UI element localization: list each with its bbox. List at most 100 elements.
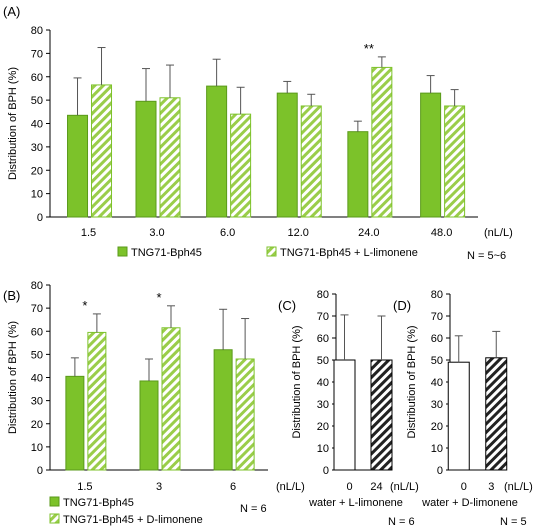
x-tick-label: 1.5 (81, 227, 96, 239)
bar (135, 100, 157, 218)
y-tick-label: 70 (31, 48, 43, 60)
x-tick-label: 3.0 (149, 227, 164, 239)
y-tick-label: 70 (431, 311, 443, 323)
x-tick-label: 3 (156, 481, 162, 493)
y-tick-label: 50 (317, 355, 329, 367)
significance-marker: ** (364, 41, 374, 56)
panel-label: (B) (3, 288, 20, 303)
bar (65, 375, 85, 471)
bar (444, 105, 466, 218)
y-tick-label: 80 (431, 289, 443, 301)
chart-panel-1: (A) Distribution of BPH (%) 0 10 20 30 40 50 60 7… (3, 4, 513, 262)
y-tick-label: 10 (31, 442, 43, 454)
x-tick-label: 6 (230, 481, 236, 493)
y-tick-label: 20 (31, 419, 43, 431)
bar (67, 114, 89, 218)
x-tick-label: 6.0 (220, 227, 235, 239)
y-tick-label: 50 (431, 355, 443, 367)
y-tick-label: 30 (31, 396, 43, 408)
x-tick-label: 48.0 (431, 227, 452, 239)
y-tick-label: 60 (31, 72, 43, 84)
y-axis-label: Distribution of BPH (%) (7, 67, 19, 180)
y-tick-label: 30 (431, 399, 443, 411)
y-tick-label: 40 (317, 377, 329, 389)
bar (347, 131, 369, 218)
y-tick-label: 40 (31, 373, 43, 385)
x-tick-label: 24 (370, 481, 382, 493)
y-axis-label: Distribution of BPH (%) (406, 325, 418, 438)
y-tick-label: 20 (431, 421, 443, 433)
bar (230, 113, 252, 218)
panel-label: (D) (393, 298, 411, 313)
y-tick-label: 70 (31, 303, 43, 315)
bar (159, 97, 181, 218)
y-tick-label: 80 (31, 25, 43, 37)
y-tick-label: 40 (31, 119, 43, 131)
y-tick-label: 80 (317, 289, 329, 301)
legend-label: TNG71-Bph45 + D-limonene (63, 514, 203, 526)
y-axis-label: Distribution of BPH (%) (291, 325, 303, 438)
sample-size-note: N = 6 (388, 516, 415, 528)
y-tick-label: 60 (431, 333, 443, 345)
y-tick-label: 10 (317, 443, 329, 455)
bar (333, 359, 356, 471)
bar (235, 358, 255, 471)
legend-label: TNG71-Bph45 + L-limonene (280, 247, 418, 259)
x-axis-label: water + L-limonene (308, 497, 403, 509)
legend-label: TNG71-Bph45 (131, 247, 202, 259)
sample-size-note: N = 5 (500, 516, 527, 528)
legend-label: TNG71-Bph45 (63, 497, 134, 509)
x-tick-label: 12.0 (288, 227, 309, 239)
y-tick-label: 10 (31, 189, 43, 201)
y-tick-label: 20 (31, 165, 43, 177)
y-tick-label: 60 (317, 333, 329, 345)
y-tick-label: 70 (317, 311, 329, 323)
bar (206, 85, 228, 218)
panel-label: (A) (3, 4, 20, 19)
x-unit-label: (nL/L) (484, 227, 513, 239)
bar (276, 92, 298, 218)
y-tick-label: 60 (31, 326, 43, 338)
x-tick-label: 3 (488, 481, 494, 493)
legend-swatch (49, 513, 60, 524)
y-tick-label: 0 (37, 465, 43, 477)
chart-panel-4: (D)Distribution of BPH (%)01020304050607… (393, 289, 533, 528)
chart-panel-2: (B) Distribution of BPH (%) 0 10 20 30 40 50 60 7… (3, 280, 305, 526)
bar (139, 380, 159, 471)
y-axis-label: Distribution of BPH (%) (7, 321, 19, 434)
x-axis-label: water + D-limonene (421, 497, 518, 509)
sample-size-note: N = 5~6 (467, 250, 506, 262)
significance-marker: * (82, 298, 87, 313)
bar (420, 92, 442, 218)
significance-marker: * (156, 290, 161, 305)
x-unit-label: (nL/L) (390, 481, 419, 493)
sample-size-note: N = 6 (240, 503, 267, 515)
bar (91, 84, 113, 218)
bar (370, 359, 393, 471)
y-tick-label: 40 (431, 377, 443, 389)
chart-panel-3: (C) Distribution of BPH (%) 0 10 20 30 40 50 60 7… (278, 289, 419, 528)
y-tick-label: 10 (431, 443, 443, 455)
bar (371, 66, 393, 218)
x-tick-label: 0 (346, 481, 352, 493)
y-tick-label: 50 (31, 95, 43, 107)
bar (213, 349, 233, 471)
x-tick-label: 0 (461, 481, 467, 493)
y-tick-label: 30 (31, 142, 43, 154)
bar (447, 361, 470, 471)
panel-label: (C) (278, 298, 296, 313)
bar (300, 105, 322, 218)
y-tick-label: 20 (317, 421, 329, 433)
y-tick-label: 80 (31, 280, 43, 292)
legend-swatch (266, 246, 277, 257)
legend-swatch (49, 496, 60, 507)
legend-swatch (117, 246, 128, 257)
y-tick-label: 50 (31, 349, 43, 361)
x-unit-label: (nL/L) (276, 481, 305, 493)
bar (161, 327, 181, 471)
y-tick-label: 0 (437, 465, 443, 477)
y-tick-label: 0 (37, 212, 43, 224)
y-tick-label: 30 (317, 399, 329, 411)
y-tick-label: 0 (323, 465, 329, 477)
